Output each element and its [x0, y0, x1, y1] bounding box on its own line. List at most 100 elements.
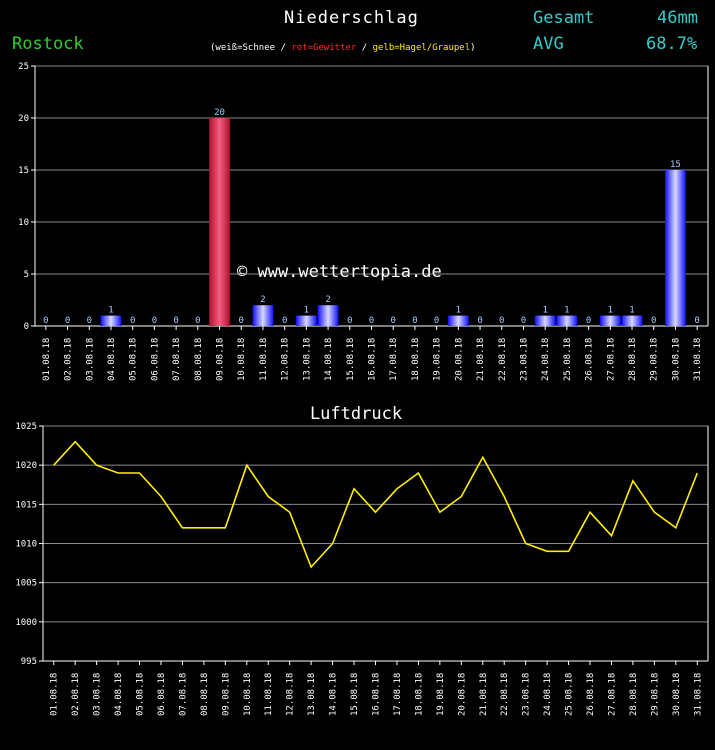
bar-value-label: 0	[412, 316, 417, 326]
bar-value-label: 1	[564, 306, 569, 316]
precip-bar	[296, 315, 317, 326]
y-tick-label: 25	[18, 62, 29, 72]
legend-close: )	[470, 43, 476, 53]
bar-value-label: 0	[173, 316, 178, 326]
y-tick-label: 1025	[15, 422, 37, 432]
x-tick-label: 20.08.18	[454, 338, 464, 381]
bar-value-label: 1	[608, 306, 613, 316]
x-tick-label: 22.08.18	[500, 673, 510, 716]
x-tick-label: 17.08.18	[389, 338, 399, 381]
y-tick-label: 5	[24, 270, 29, 280]
bar-value-label: 0	[651, 316, 656, 326]
precip-bar	[599, 315, 621, 326]
x-tick-label: 28.08.18	[628, 338, 638, 381]
bar-value-label: 1	[304, 306, 309, 316]
x-tick-label: 08.08.18	[200, 673, 210, 716]
x-tick-label: 20.08.18	[457, 673, 467, 716]
x-tick-label: 13.08.18	[307, 673, 317, 716]
x-tick-label: 15.08.18	[346, 338, 356, 381]
total-label: Gesamt	[533, 8, 595, 28]
x-tick-label: 04.08.18	[107, 338, 117, 381]
x-tick-label: 01.08.18	[42, 338, 52, 381]
bar-value-label: 1	[108, 306, 113, 316]
x-tick-label: 12.08.18	[281, 338, 291, 381]
legend-sep: /	[275, 43, 292, 53]
x-tick-label: 18.08.18	[411, 338, 421, 381]
bar-value-label: 0	[130, 316, 135, 326]
x-tick-label: 31.08.18	[693, 673, 703, 716]
x-tick-label: 26.08.18	[586, 673, 596, 716]
x-tick-label: 14.08.18	[329, 673, 339, 716]
precip-bar	[209, 118, 230, 326]
x-tick-label: 01.08.18	[50, 673, 60, 716]
bar-value-label: 0	[239, 316, 244, 326]
avg-value: 68.7%	[646, 34, 698, 54]
x-tick-label: 07.08.18	[178, 673, 188, 716]
x-tick-label: 03.08.18	[93, 673, 103, 716]
x-tick-label: 11.08.18	[264, 673, 274, 716]
precip-bar	[447, 315, 469, 326]
bar-value-label: 1	[629, 306, 634, 316]
x-tick-label: 02.08.18	[64, 338, 74, 381]
bar-value-label: 1	[542, 306, 547, 316]
bar-value-label: 20	[214, 108, 225, 118]
x-tick-label: 06.08.18	[150, 338, 160, 381]
bar-value-label: 0	[152, 316, 157, 326]
x-tick-label: 16.08.18	[368, 338, 378, 381]
x-tick-label: 25.08.18	[563, 338, 573, 381]
x-tick-label: 30.08.18	[672, 673, 682, 716]
x-tick-label: 22.08.18	[498, 338, 508, 381]
y-tick-label: 0	[24, 322, 29, 332]
x-tick-label: 29.08.18	[650, 673, 660, 716]
bar-value-label: 2	[260, 295, 265, 305]
y-tick-label: 995	[21, 657, 37, 667]
station-name: Rostock	[12, 34, 84, 54]
x-tick-label: 27.08.18	[606, 338, 616, 381]
x-tick-label: 18.08.18	[414, 673, 424, 716]
legend-thunder: rot=Gewitter	[291, 43, 357, 53]
y-tick-label: 1010	[15, 540, 37, 550]
x-tick-label: 26.08.18	[585, 338, 595, 381]
bar-value-label: 0	[43, 316, 48, 326]
y-tick-label: 1005	[15, 579, 37, 589]
x-tick-label: 10.08.18	[237, 338, 247, 381]
x-tick-label: 25.08.18	[565, 673, 575, 716]
bar-value-label: 0	[65, 316, 70, 326]
bar-value-label: 0	[499, 316, 504, 326]
y-tick-label: 15	[18, 166, 29, 176]
x-tick-label: 21.08.18	[476, 338, 486, 381]
y-tick-label: 10	[18, 218, 29, 228]
precip-bar	[317, 305, 339, 326]
y-tick-label: 1000	[15, 618, 37, 628]
x-tick-label: 07.08.18	[172, 338, 182, 381]
bar-value-label: 15	[670, 160, 681, 170]
total-value: 46mm	[657, 8, 698, 28]
bar-value-label: 0	[694, 316, 699, 326]
bar-value-label: 0	[521, 316, 526, 326]
precip-bar	[534, 315, 556, 326]
x-tick-label: 28.08.18	[629, 673, 639, 716]
avg-label: AVG	[533, 34, 564, 54]
watermark: © www.wettertopia.de	[237, 262, 442, 282]
precip-legend: (weiß=Schnee / rot=Gewitter / gelb=Hagel…	[210, 43, 476, 53]
x-tick-label: 13.08.18	[302, 338, 312, 381]
precip-bar	[621, 315, 643, 326]
x-tick-label: 10.08.18	[243, 673, 253, 716]
bar-value-label: 0	[434, 316, 439, 326]
y-tick-label: 1015	[15, 500, 37, 510]
x-tick-label: 31.08.18	[693, 338, 703, 381]
precip-bar	[100, 315, 122, 326]
x-tick-label: 09.08.18	[216, 338, 226, 381]
x-tick-label: 08.08.18	[194, 338, 204, 381]
x-tick-label: 29.08.18	[650, 338, 660, 381]
x-tick-label: 03.08.18	[85, 338, 95, 381]
legend-hail: gelb=Hagel/Graupel	[372, 43, 471, 53]
x-tick-label: 02.08.18	[71, 673, 81, 716]
bar-value-label: 2	[325, 295, 330, 305]
x-tick-label: 19.08.18	[436, 673, 446, 716]
x-tick-label: 24.08.18	[543, 673, 553, 716]
precip-bar	[252, 305, 274, 326]
x-tick-label: 27.08.18	[607, 673, 617, 716]
bar-value-label: 0	[586, 316, 591, 326]
bar-value-label: 1	[456, 306, 461, 316]
